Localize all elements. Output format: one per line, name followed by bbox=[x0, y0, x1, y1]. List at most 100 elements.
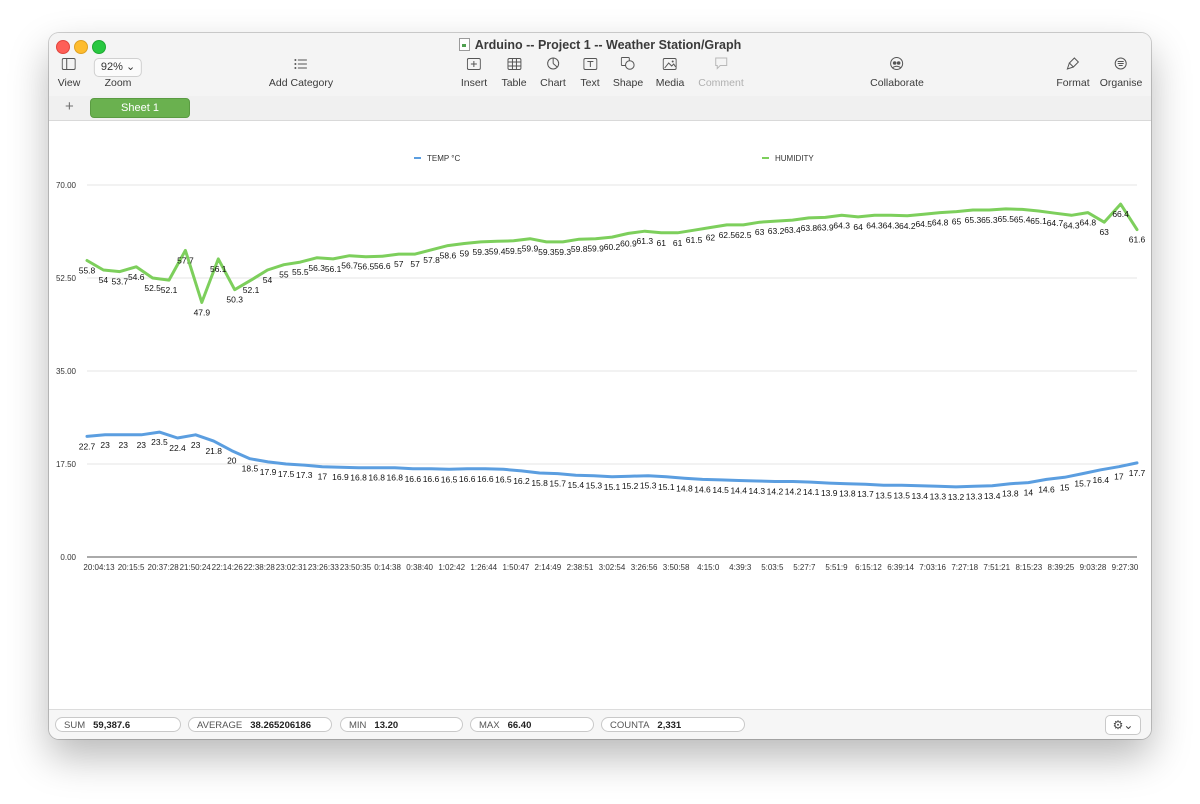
status-settings-button[interactable]: ⚙⌄ bbox=[1105, 715, 1141, 735]
x-tick-label: 22:14:26 bbox=[212, 563, 244, 572]
x-tick-label: 5:03:5 bbox=[761, 563, 784, 572]
chevron-down-icon: ⌄ bbox=[125, 61, 136, 73]
add-sheet-button[interactable]: + bbox=[65, 98, 74, 115]
x-tick-label: 5:51:9 bbox=[825, 563, 848, 572]
data-label: 15 bbox=[1060, 482, 1070, 492]
data-label: 54 bbox=[263, 275, 273, 285]
data-label: 57 bbox=[410, 259, 420, 269]
legend-label-temp: TEMP °C bbox=[427, 154, 461, 163]
data-label: 64.3 bbox=[1063, 220, 1080, 230]
data-label: 62.5 bbox=[719, 230, 736, 240]
fullscreen-window-button[interactable] bbox=[92, 40, 106, 54]
comment-button[interactable]: Comment bbox=[698, 57, 744, 89]
table-button[interactable]: Table bbox=[501, 57, 527, 89]
x-tick-label: 1:50:47 bbox=[502, 563, 529, 572]
shape-button[interactable]: Shape bbox=[613, 57, 643, 89]
data-label: 54.6 bbox=[128, 272, 145, 282]
data-label: 16.5 bbox=[495, 474, 512, 484]
data-label: 55.5 bbox=[292, 267, 309, 277]
y-tick-label: 0.00 bbox=[60, 553, 76, 562]
average-stat[interactable]: AVERAGE 38.265206186 bbox=[188, 717, 332, 732]
min-stat[interactable]: MIN 13.20 bbox=[340, 717, 463, 732]
x-tick-label: 2:38:51 bbox=[567, 563, 594, 572]
y-tick-label: 35.00 bbox=[56, 367, 77, 376]
data-label: 16.8 bbox=[368, 473, 385, 483]
zoom-button[interactable]: 92% ⌄ Zoom bbox=[93, 57, 143, 89]
data-label: 14.8 bbox=[676, 483, 693, 493]
data-label: 22.7 bbox=[79, 441, 96, 451]
x-tick-label: 9:27:30 bbox=[1112, 563, 1139, 572]
insert-button[interactable]: Insert bbox=[461, 57, 487, 89]
data-label: 59.9 bbox=[522, 244, 539, 254]
data-label: 65.4 bbox=[1014, 214, 1031, 224]
close-window-button[interactable] bbox=[56, 40, 70, 54]
data-label: 15.7 bbox=[549, 479, 566, 489]
data-label: 64.7 bbox=[1047, 218, 1064, 228]
data-label: 13.8 bbox=[839, 489, 856, 499]
max-stat[interactable]: MAX 66.40 bbox=[470, 717, 594, 732]
data-label: 15.7 bbox=[1074, 479, 1091, 489]
x-tick-label: 6:15:12 bbox=[855, 563, 882, 572]
x-tick-label: 5:27:7 bbox=[793, 563, 816, 572]
data-label: 57 bbox=[394, 259, 404, 269]
minimize-window-button[interactable] bbox=[74, 40, 88, 54]
data-label: 59.3 bbox=[555, 247, 572, 257]
text-button[interactable]: Text bbox=[580, 57, 600, 89]
data-label: 14.6 bbox=[694, 484, 711, 494]
data-label: 64.5 bbox=[915, 219, 932, 229]
data-label: 62.5 bbox=[735, 230, 752, 240]
data-label: 64.3 bbox=[833, 220, 850, 230]
collaborate-button[interactable]: Collaborate bbox=[870, 57, 924, 89]
chart-button[interactable]: Chart bbox=[540, 57, 566, 89]
data-label: 17 bbox=[318, 472, 328, 482]
window-title: Arduino -- Project 1 -- Weather Station/… bbox=[49, 38, 1151, 52]
media-icon bbox=[656, 57, 685, 74]
format-button[interactable]: Format bbox=[1056, 57, 1090, 89]
add-category-button[interactable]: Add Category bbox=[269, 57, 333, 89]
sheet-canvas: 0.00 17.50 35.00 52.50 70.00 20:04:13 20:15:5 2… bbox=[49, 121, 1151, 709]
data-label: 56.5 bbox=[358, 262, 375, 272]
counta-stat[interactable]: COUNTA 2,331 bbox=[601, 717, 745, 732]
zoom-select[interactable]: 92% ⌄ bbox=[93, 58, 143, 77]
numbers-window: Arduino -- Project 1 -- Weather Station/… bbox=[49, 33, 1151, 739]
data-label: 61.6 bbox=[1129, 235, 1146, 245]
sum-stat[interactable]: SUM 59,387.6 bbox=[55, 717, 181, 732]
humidity-series-line bbox=[85, 202, 1139, 304]
table-icon bbox=[501, 57, 526, 74]
x-tick-label: 23:50:35 bbox=[340, 563, 372, 572]
view-button[interactable]: View bbox=[58, 57, 81, 89]
data-label: 14.4 bbox=[730, 485, 747, 495]
data-label: 59.5 bbox=[505, 246, 522, 256]
data-label: 64.8 bbox=[1080, 218, 1097, 228]
data-label: 56.3 bbox=[308, 263, 325, 273]
x-tick-label: 3:50:58 bbox=[663, 563, 690, 572]
data-label: 57.8 bbox=[423, 255, 440, 265]
media-button[interactable]: Media bbox=[656, 57, 685, 89]
x-tick-label: 0:38:40 bbox=[406, 563, 433, 572]
data-label: 23 bbox=[118, 440, 128, 450]
data-label: 14.5 bbox=[712, 485, 729, 495]
data-label: 17.5 bbox=[278, 469, 295, 479]
x-tick-label: 0:14:38 bbox=[374, 563, 401, 572]
data-label: 15.2 bbox=[622, 481, 639, 491]
data-label: 63 bbox=[1099, 227, 1109, 237]
sheet-tab-sheet-1[interactable]: Sheet 1 bbox=[90, 98, 190, 118]
legend-label-humidity: HUMIDITY bbox=[775, 154, 814, 163]
data-label: 23 bbox=[100, 440, 110, 450]
x-tick-label: 1:26:44 bbox=[470, 563, 497, 572]
data-label: 17.3 bbox=[296, 470, 313, 480]
data-label: 23.5 bbox=[151, 437, 168, 447]
data-label: 63.4 bbox=[784, 225, 801, 235]
chevron-down-icon: ⌄ bbox=[1123, 718, 1134, 732]
list-icon bbox=[269, 57, 333, 74]
x-tick-label: 3:02:54 bbox=[599, 563, 626, 572]
data-label: 13.5 bbox=[893, 490, 910, 500]
data-label: 13.8 bbox=[1002, 489, 1019, 499]
text-icon bbox=[580, 57, 599, 74]
sidebar-icon bbox=[58, 57, 81, 74]
organise-button[interactable]: Organise bbox=[1100, 57, 1142, 89]
data-label: 65.3 bbox=[965, 215, 982, 225]
data-label: 57.7 bbox=[177, 255, 194, 265]
x-tick-label: 23:02:31 bbox=[276, 563, 308, 572]
